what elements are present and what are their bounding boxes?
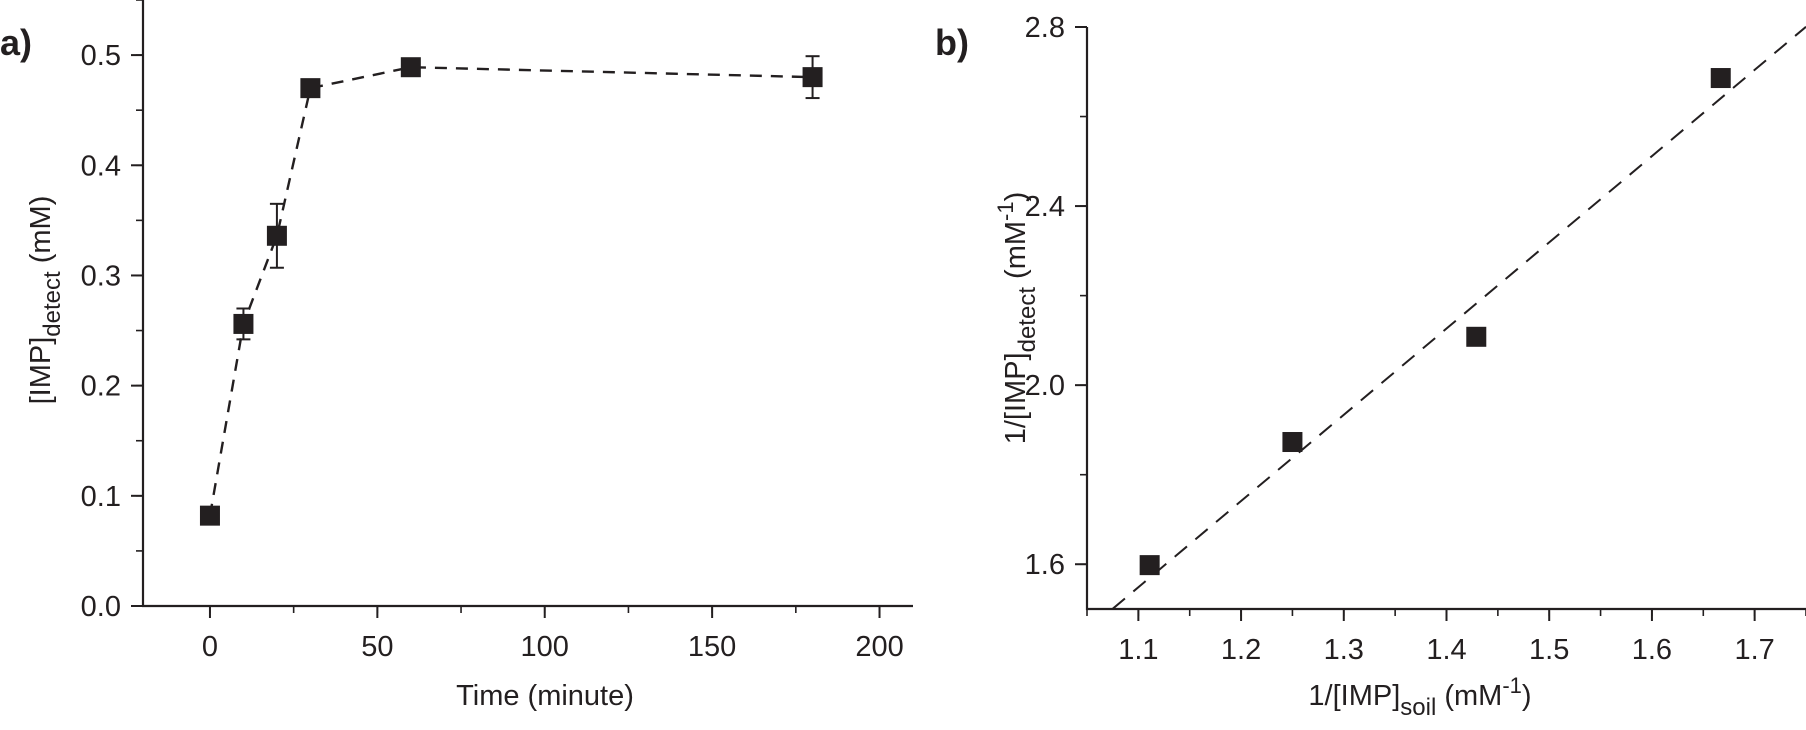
data-point	[199, 505, 220, 526]
x-tick-label: 1.1	[1118, 634, 1158, 666]
x-title-unit: (mM	[1436, 680, 1502, 712]
y-title-main: [IMP]	[25, 337, 57, 405]
y-tick-label: 2.8	[1025, 12, 1065, 44]
y-tick-label: 1.6	[1025, 549, 1065, 581]
x-tick-label: 50	[361, 631, 393, 663]
panel-a: a) Time (minute) [IMP]detect (mM) 0 50 100…	[0, 0, 913, 712]
y-tick-label: 2.4	[1025, 191, 1065, 223]
y-tick-label: 0.0	[81, 591, 121, 623]
y-tick-label: 0.5	[81, 40, 121, 72]
y-title-superscript: -1	[993, 201, 1018, 221]
x-title-close: )	[1522, 680, 1532, 712]
x-tick-label: 100	[521, 631, 569, 663]
series-line	[208, 66, 813, 516]
y-tick-label: 0.2	[81, 371, 121, 403]
x-title-subscript: soil	[1400, 694, 1436, 721]
y-tick-label: 0.1	[81, 481, 121, 513]
panel-a-x-axis-title: Time (minute)	[456, 680, 634, 712]
y-tick-label: 0.4	[81, 150, 121, 182]
x-tick-label: 1.2	[1221, 634, 1261, 666]
panel-a-label: a)	[0, 22, 32, 63]
x-title-superscript: -1	[1502, 673, 1522, 698]
x-tick-label: 200	[855, 631, 903, 663]
x-tick-label: 1.3	[1324, 634, 1364, 666]
fit-line	[1112, 26, 1806, 610]
data-point	[1710, 68, 1731, 89]
data-point	[400, 57, 421, 78]
x-tick-label: 1.5	[1529, 634, 1569, 666]
data-point	[300, 78, 321, 99]
panel-b-label: b)	[935, 22, 969, 63]
y-title-subscript: detect	[1014, 287, 1041, 353]
panel-b: b) 1/[IMP]soil (mM-1) 1/[IMP]detect (mM-…	[935, 12, 1806, 721]
x-tick-label: 150	[688, 631, 736, 663]
y-tick-label: 2.0	[1025, 370, 1065, 402]
x-title-main: 1/[IMP]	[1308, 680, 1400, 712]
x-tick-label: 0	[202, 631, 218, 663]
y-title-unit: (mM)	[25, 196, 57, 272]
x-tick-label: 1.7	[1734, 634, 1774, 666]
data-point	[266, 225, 287, 246]
panel-a-y-axis-title: [IMP]detect (mM)	[25, 196, 66, 405]
x-tick-label: 1.6	[1632, 634, 1672, 666]
y-title-main: 1/[IMP]	[1000, 352, 1032, 444]
data-point	[1139, 555, 1160, 576]
data-point	[1282, 432, 1303, 453]
data-point	[802, 67, 823, 88]
y-tick-label: 0.3	[81, 260, 121, 292]
panel-b-x-axis-title: 1/[IMP]soil (mM-1)	[1308, 673, 1531, 721]
y-title-close: )	[1000, 192, 1032, 202]
panel-b-y-axis-title: 1/[IMP]detect (mM-1)	[993, 192, 1041, 445]
x-tick-label: 1.4	[1426, 634, 1466, 666]
data-point	[233, 313, 254, 334]
y-title-subscript: detect	[39, 271, 66, 337]
y-title-unit: (mM	[1000, 221, 1032, 287]
data-point	[1466, 326, 1487, 347]
